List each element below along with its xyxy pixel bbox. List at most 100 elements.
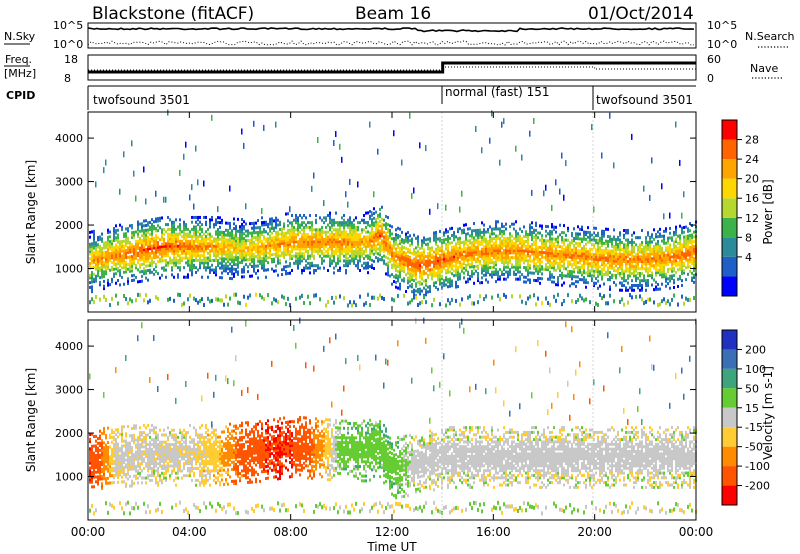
power-echo-cell [663,241,665,245]
power-echo-cell [199,258,201,262]
power-echo-cell [345,249,347,253]
power-echo-cell [207,232,209,236]
power-echo-cell [667,255,669,259]
power-echo-cell [137,251,139,255]
power-echo-cell [271,260,273,264]
power-echo-cell [441,246,443,250]
power-echo-cell [677,253,679,257]
power-echo-cell [637,260,639,264]
power-echo-cell [183,275,185,279]
power-echo-cell [517,237,519,241]
power-echo-cell [325,218,327,222]
power-echo-cell [229,224,231,228]
power-echo-cell [435,257,437,261]
power-echo-cell [235,255,237,259]
power-clutter-cell [575,300,577,305]
power-echo-cell [97,264,99,268]
power-echo-cell [217,247,219,251]
power-echo-cell [101,273,103,277]
power-echo-cell [547,239,549,243]
power-echo-cell [157,241,159,245]
power-echo-cell [633,274,635,278]
power-echo-cell [549,277,551,281]
power-echo-cell [203,266,205,270]
power-echo-cell [517,265,519,269]
power-plot-background [88,112,696,312]
power-echo-cell [593,274,595,278]
power-echo-cell [653,264,655,268]
power-echo-cell [131,278,133,282]
power-echo-cell [465,242,467,246]
power-echo-cell [265,275,267,279]
power-echo-cell [145,233,147,237]
power-clutter-cell [235,292,237,297]
power-echo-cell [369,250,371,254]
power-echo-cell [433,236,435,240]
power-echo-cell [415,260,417,264]
power-echo-cell [411,259,413,263]
power-echo-cell [343,235,345,239]
power-echo-cell [89,242,91,246]
power-echo-cell [365,261,367,265]
power-echo-cell [559,250,561,254]
power-echo-cell [655,244,657,248]
power-echo-cell [633,260,635,264]
power-echo-cell [387,244,389,248]
power-echo-cell [417,287,419,291]
power-echo-cell [107,243,109,246]
power-echo-cell [291,228,293,232]
power-echo-cell [263,237,265,241]
power-echo-cell [611,266,613,270]
power-echo-cell [411,251,413,255]
power-echo-cell [189,261,191,265]
power-echo-cell [667,267,669,271]
power-speckle-cell [515,145,517,152]
power-echo-cell [139,246,141,250]
power-echo-cell [367,240,369,244]
power-echo-cell [235,224,237,228]
power-echo-cell [547,253,549,257]
power-echo-cell [333,240,335,244]
power-echo-cell [583,244,585,248]
power-clutter-cell [195,298,197,303]
power-echo-cell [195,232,197,236]
power-echo-cell [545,246,547,250]
power-echo-cell [425,262,427,266]
power-echo-cell [333,233,335,237]
power-echo-cell [439,280,441,284]
power-echo-cell [599,258,601,262]
power-echo-cell [529,271,531,275]
power-echo-cell [497,227,499,231]
power-echo-cell [117,238,119,242]
power-echo-cell [111,249,113,253]
power-echo-cell [301,235,303,239]
power-echo-cell [317,247,319,251]
power-echo-cell [173,232,175,236]
power-echo-cell [323,216,325,220]
power-echo-cell [339,228,341,232]
power-echo-cell [91,273,93,277]
power-echo-cell [145,255,147,259]
power-echo-cell [519,256,521,260]
power-clutter-cell [123,294,125,299]
power-echo-cell [493,272,495,276]
power-echo-cell [603,282,605,286]
power-echo-cell [353,230,355,234]
power-echo-cell [567,272,569,276]
power-speckle-cell [313,172,315,179]
power-echo-cell [169,256,171,260]
power-echo-cell [263,242,265,246]
power-echo-cell [453,269,455,273]
power-echo-cell [115,229,117,233]
power-echo-cell [351,221,353,225]
power-echo-cell [477,276,479,280]
power-echo-cell [185,261,187,265]
power-echo-cell [587,266,589,270]
power-echo-cell [419,280,421,284]
power-echo-cell [429,261,431,265]
power-echo-cell [235,263,237,267]
power-echo-cell [679,255,681,259]
power-echo-cell [557,249,559,253]
power-echo-cell [271,246,273,250]
power-echo-cell [165,249,167,253]
